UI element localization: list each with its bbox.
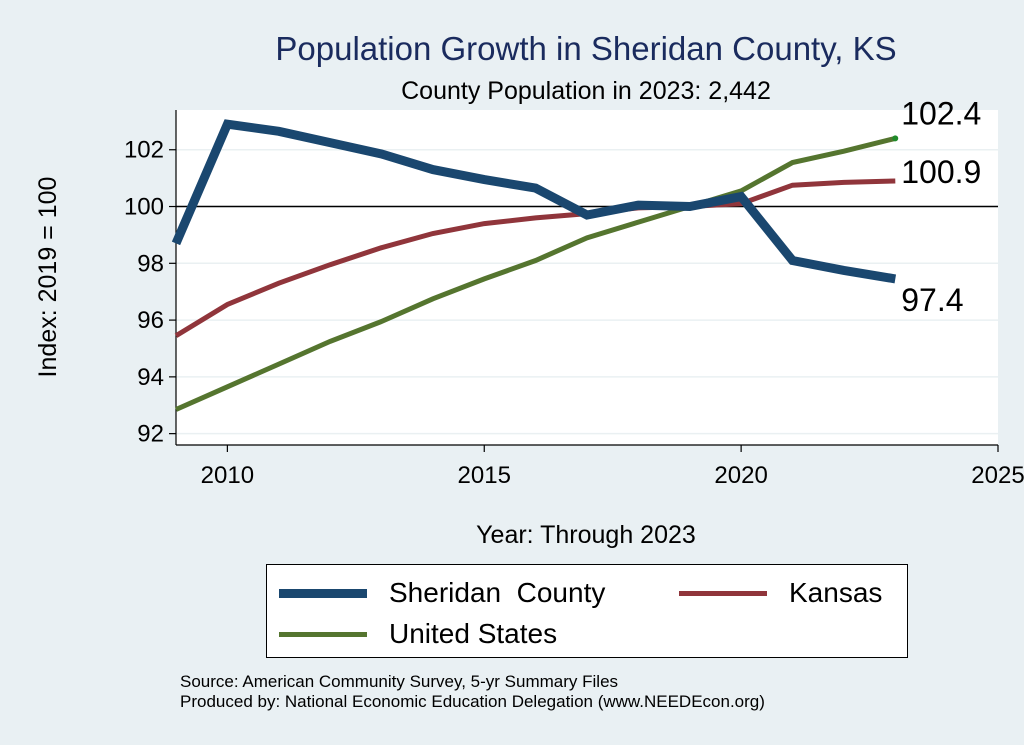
chart-title: Population Growth in Sheridan County, KS [275, 30, 896, 67]
legend-item-sheridan: Sheridan County [279, 577, 605, 609]
line-chart: Population Growth in Sheridan County, KS… [34, 30, 1024, 549]
x-tick-label-2020: 2020 [714, 462, 767, 489]
x-axis-label: Year: Through 2023 [476, 521, 696, 549]
x-tick-label-2025: 2025 [971, 462, 1024, 489]
legend-swatch-united-states [279, 631, 367, 637]
produced-by-text: Produced by: National Economic Education… [180, 692, 765, 711]
x-tick-label-2010: 2010 [201, 462, 254, 489]
chart-subtitle: County Population in 2023: 2,442 [401, 77, 771, 105]
legend-item-united-states: United States [279, 618, 557, 650]
x-tick-label-2015: 2015 [458, 462, 511, 489]
series-line-sheridan-county [171, 119, 897, 284]
y-axis-label: Index: 2019 = 100 [34, 177, 62, 378]
end-labels: 97.4 100.9 102.4 [901, 95, 981, 318]
y-tick-label-94: 94 [137, 364, 164, 391]
y-tick-label-98: 98 [137, 250, 164, 277]
series-line-united-states [174, 135, 896, 412]
y-tick-label-100: 100 [124, 194, 164, 221]
x-axis-ticks: 2010 2015 2020 2025 [201, 445, 1024, 489]
legend-label-kansas: Kansas [789, 577, 883, 608]
source-text: Source: American Community Survey, 5-yr … [180, 672, 619, 691]
legend-label-sheridan: Sheridan County [389, 577, 606, 608]
legend-swatch-kansas [679, 590, 767, 596]
y-tick-label-92: 92 [137, 421, 164, 448]
source-note: Source: American Community Survey, 5-yr … [180, 672, 765, 712]
end-label-sheridan-county: 97.4 [901, 282, 963, 318]
legend-label-united-states: United States [389, 618, 558, 649]
y-axis-ticks: 92 94 96 98 100 102 [124, 137, 176, 448]
y-tick-label-102: 102 [124, 137, 164, 164]
grid-lines [176, 148, 998, 435]
end-label-united-states: 102.4 [901, 95, 981, 131]
legend-item-kansas: Kansas [679, 577, 882, 609]
series-line-kansas [174, 178, 896, 338]
legend: Sheridan County Kansas United States [266, 564, 908, 658]
series-end-marker-united-states [892, 135, 899, 142]
end-label-kansas: 100.9 [901, 154, 981, 190]
y-tick-label-96: 96 [137, 307, 164, 334]
series-lines [171, 119, 899, 412]
legend-swatch-sheridan [279, 588, 367, 598]
